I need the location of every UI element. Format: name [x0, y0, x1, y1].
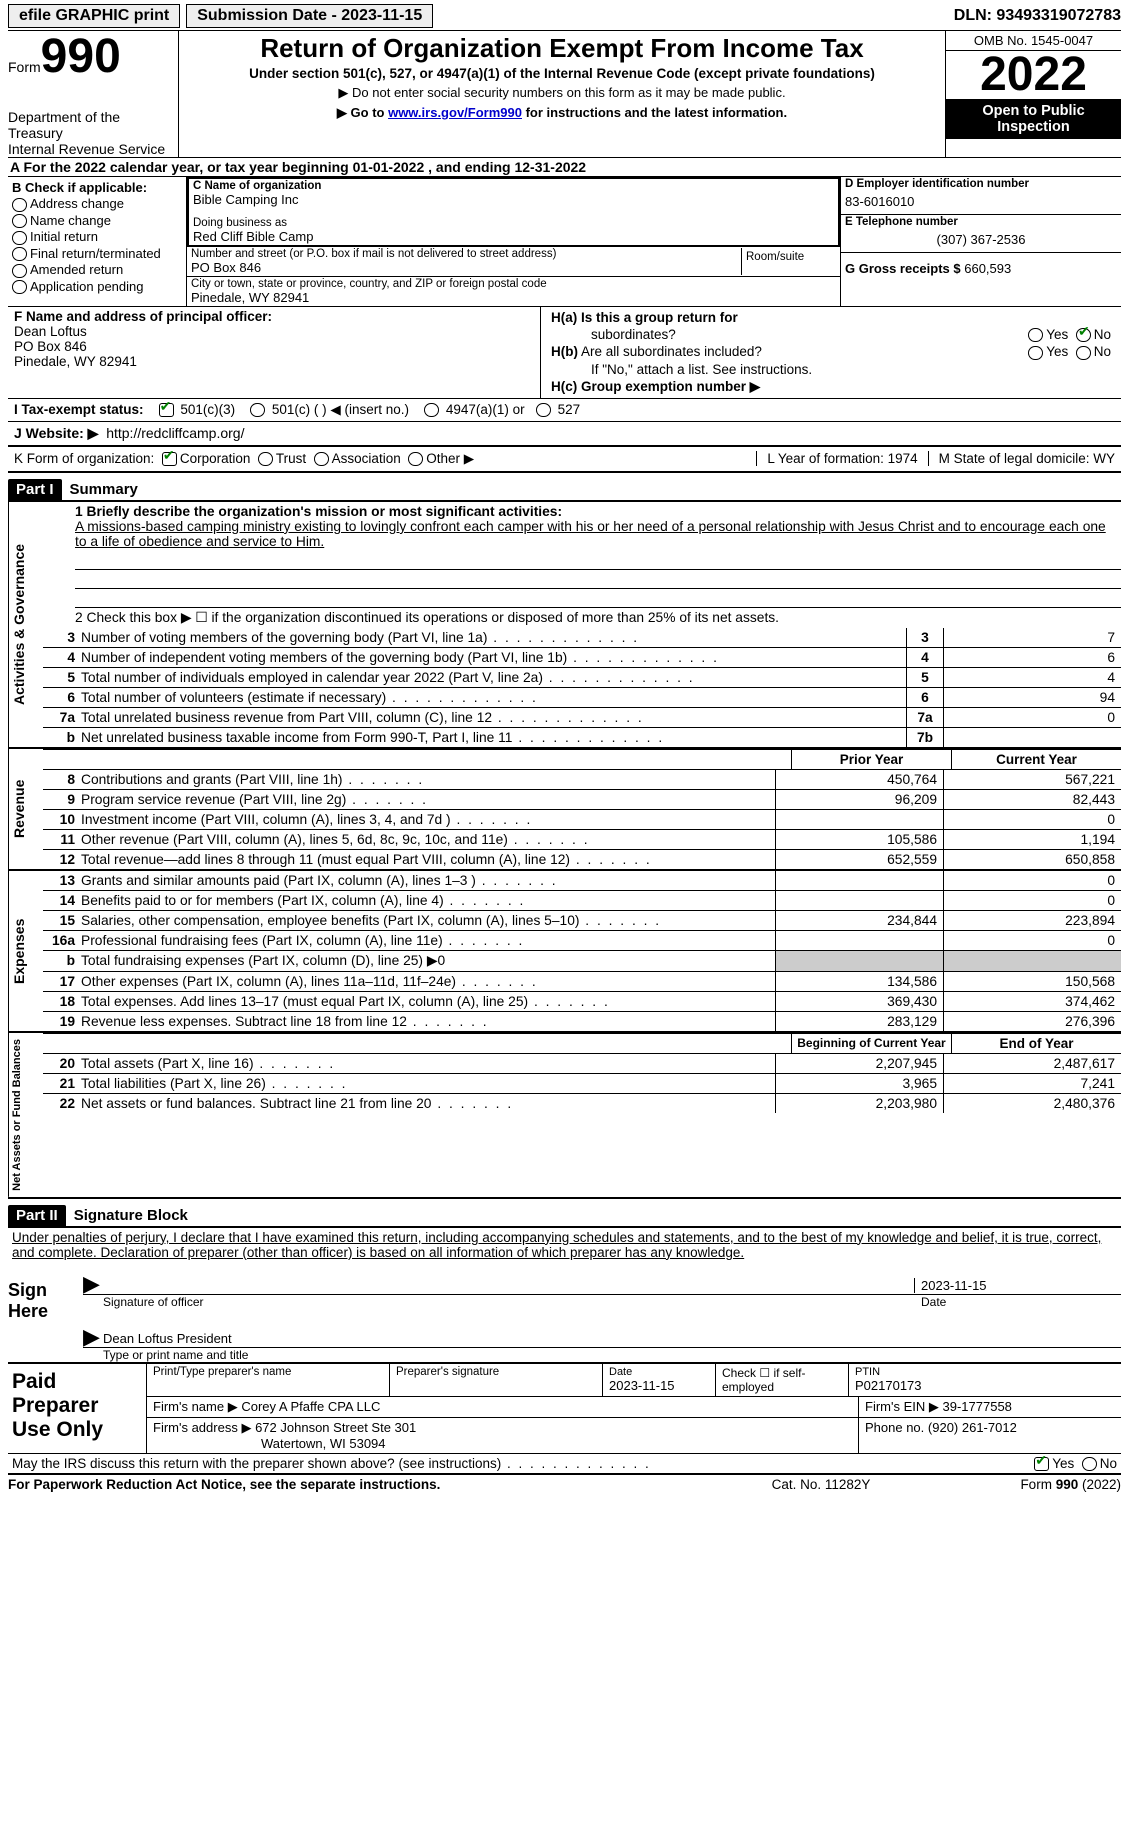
vtab-governance: Activities & Governance	[8, 502, 43, 747]
note-ssn: ▶ Do not enter social security numbers o…	[183, 85, 941, 101]
form-of-org-row: K Form of organization: Corporation Trus…	[8, 447, 1121, 473]
col-C-org: C Name of organization Bible Camping Inc…	[187, 177, 840, 306]
chk-501c3[interactable]	[159, 403, 174, 417]
chk-initial-return[interactable]	[12, 231, 27, 245]
line-2: 2 Check this box ▶ ☐ if the organization…	[43, 608, 1121, 628]
city-state-zip: Pinedale, WY 82941	[191, 290, 836, 305]
mission-text: A missions-based camping ministry existi…	[75, 519, 1106, 549]
form-subtitle: Under section 501(c), 527, or 4947(a)(1)…	[183, 66, 941, 81]
vtab-revenue: Revenue	[8, 749, 43, 869]
dba-name: Red Cliff Bible Camp	[193, 229, 834, 244]
chk-amended[interactable]	[12, 264, 27, 278]
note-link: ▶ Go to www.irs.gov/Form990 for instruct…	[183, 105, 941, 121]
footer: For Paperwork Reduction Act Notice, see …	[8, 1473, 1121, 1494]
efile-button[interactable]: efile GRAPHIC print	[8, 4, 180, 28]
paid-preparer-block: Paid Preparer Use Only Print/Type prepar…	[8, 1362, 1121, 1453]
chk-other-org[interactable]	[408, 452, 423, 466]
col-D-ein: D Employer identification number 83-6016…	[840, 177, 1121, 306]
top-bar: efile GRAPHIC print Submission Date - 20…	[8, 4, 1121, 28]
discuss-no[interactable]	[1082, 1457, 1097, 1471]
declaration-text: Under penalties of perjury, I declare th…	[8, 1228, 1121, 1262]
dln: DLN: 93493319072783	[954, 7, 1121, 25]
website-row: J Website: ▶ http://redcliffcamp.org/	[8, 422, 1121, 447]
chk-corp[interactable]	[162, 452, 177, 466]
chk-name-change[interactable]	[12, 214, 27, 228]
tax-exempt-row: I Tax-exempt status: 501(c)(3) 501(c) ( …	[8, 399, 1121, 422]
chk-trust[interactable]	[258, 452, 273, 466]
blank-line	[75, 570, 1121, 589]
officer-name: Dean Loftus	[14, 324, 534, 339]
blank-line	[75, 589, 1121, 608]
chk-assoc[interactable]	[314, 452, 329, 466]
chk-final-return[interactable]	[12, 247, 27, 261]
ha-yes[interactable]	[1028, 328, 1043, 342]
irs-link[interactable]: www.irs.gov/Form990	[388, 105, 522, 120]
submission-date-button[interactable]: Submission Date - 2023-11-15	[186, 4, 433, 28]
sig-date: 2023-11-15	[914, 1278, 1121, 1293]
part1-header: Part I	[8, 479, 62, 500]
firm-name: Corey A Pfaffe CPA LLC	[241, 1399, 380, 1414]
gross-receipts: 660,593	[964, 261, 1011, 276]
hb-no[interactable]	[1076, 346, 1091, 360]
officer-printed-name: Dean Loftus President	[103, 1331, 1121, 1346]
state-domicile: M State of legal domicile: WY	[928, 451, 1115, 466]
form-990-logo: Form990	[8, 33, 178, 81]
org-name: Bible Camping Inc	[193, 192, 834, 207]
col-begin-year: Beginning of Current Year	[791, 1034, 951, 1053]
open-inspection: Open to Public Inspection	[946, 99, 1121, 139]
arrow-icon: ▶	[83, 1328, 103, 1346]
chk-pending[interactable]	[12, 280, 27, 294]
ptin: P02170173	[855, 1378, 1115, 1393]
firm-ein: 39-1777558	[943, 1399, 1012, 1414]
form-title: Return of Organization Exempt From Incom…	[183, 33, 941, 64]
discuss-row: May the IRS discuss this return with the…	[8, 1453, 1121, 1473]
vtab-net-assets: Net Assets or Fund Balances	[8, 1033, 43, 1197]
chk-address-change[interactable]	[12, 198, 27, 212]
chk-501c[interactable]	[250, 403, 265, 417]
sign-here-block: Sign Here ▶ 2023-11-15 Signature of offi…	[8, 1266, 1121, 1362]
form-header: Form990 Department of the Treasury Inter…	[8, 30, 1121, 157]
vtab-expenses: Expenses	[8, 871, 43, 1031]
discuss-yes[interactable]	[1034, 1457, 1049, 1471]
firm-address: 672 Johnson Street Ste 301	[255, 1420, 416, 1435]
ein: 83-6016010	[845, 190, 1117, 213]
firm-phone: (920) 261-7012	[928, 1420, 1017, 1435]
tax-year: 2022	[946, 51, 1121, 99]
col-B-checkboxes: B Check if applicable: Address change Na…	[8, 177, 187, 306]
phone: (307) 367-2536	[845, 228, 1117, 251]
ha-no[interactable]	[1076, 328, 1091, 342]
part2-header: Part II	[8, 1205, 66, 1226]
chk-4947[interactable]	[424, 403, 439, 417]
arrow-icon: ▶	[83, 1275, 103, 1293]
blank-line	[75, 551, 1121, 570]
chk-527[interactable]	[536, 403, 551, 417]
street: PO Box 846	[191, 260, 741, 275]
year-formation: L Year of formation: 1974	[756, 451, 927, 466]
col-current-year: Current Year	[951, 750, 1121, 769]
hb-yes[interactable]	[1028, 346, 1043, 360]
officer-H-row: F Name and address of principal officer:…	[8, 307, 1121, 399]
calendar-year-row: A For the 2022 calendar year, or tax yea…	[8, 157, 1121, 177]
block-BCDE: B Check if applicable: Address change Na…	[8, 177, 1121, 307]
col-end-year: End of Year	[951, 1034, 1121, 1053]
mission-block: 1 Briefly describe the organization's mi…	[43, 502, 1121, 551]
dept-treasury: Department of the Treasury Internal Reve…	[8, 109, 178, 157]
col-prior-year: Prior Year	[791, 750, 951, 769]
website-url[interactable]: http://redcliffcamp.org/	[106, 425, 244, 441]
